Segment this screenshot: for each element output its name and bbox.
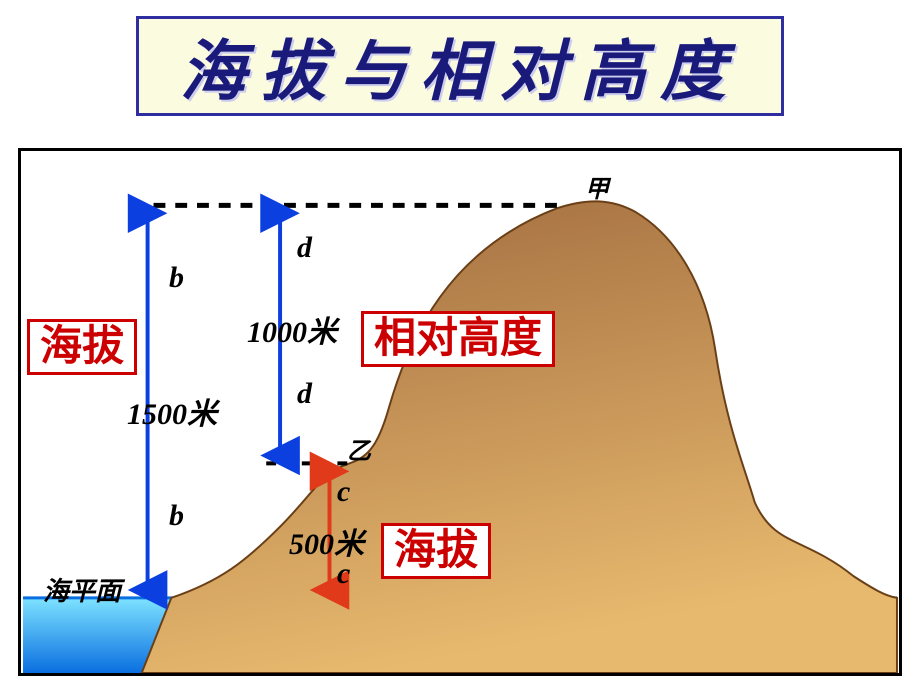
mountain [142, 201, 897, 673]
label-1000m: 1000米 [247, 307, 337, 351]
label-500m: 500米 [289, 519, 364, 563]
label-b-upper: b [169, 261, 184, 295]
label-1500m: 1500米 [127, 389, 217, 433]
label-peak-mark: 甲 [585, 169, 609, 204]
page-title: 海拔与相对高度 [180, 18, 740, 114]
title-box: 海拔与相对高度 [136, 16, 784, 116]
diagram-container: 甲 乙 海平面 b b d d c c 1500米 1000米 500米 海拔 … [18, 148, 902, 676]
callout-relative: 相对高度 [361, 311, 555, 367]
label-sea-level: 海平面 [43, 571, 121, 608]
label-d-lower: d [297, 377, 312, 411]
callout-haiba-left: 海拔 [27, 319, 137, 375]
label-mid-mark: 乙 [347, 431, 371, 466]
label-c-upper: c [337, 475, 350, 509]
label-d-upper: d [297, 231, 312, 265]
label-b-lower: b [169, 499, 184, 533]
callout-haiba-right: 海拔 [381, 523, 491, 579]
